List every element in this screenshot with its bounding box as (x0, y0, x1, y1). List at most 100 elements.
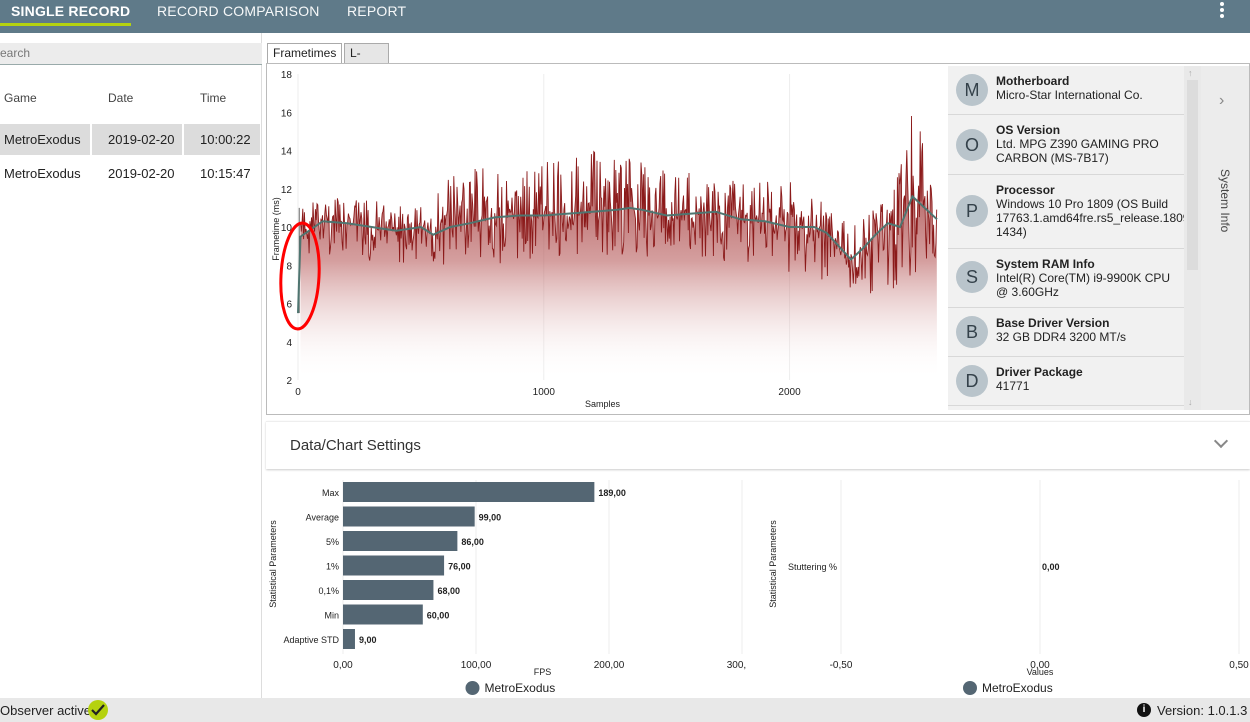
category-label: 5% (326, 537, 339, 547)
x-axis-label: Samples (585, 399, 621, 409)
sysinfo-item-motherboard: M Motherboard Micro-Star International C… (948, 66, 1184, 115)
x-tick-label: 100,00 (461, 660, 492, 671)
sysinfo-value: Micro-Star International Co. (996, 88, 1143, 102)
y-tick-label: 12 (281, 185, 293, 196)
bar-value-label: 76,00 (448, 562, 471, 572)
bar-value-label: 189,00 (598, 488, 626, 498)
table-row[interactable]: MetroExodus 2019-02-20 10:00:22 (0, 124, 262, 157)
bar (343, 531, 458, 551)
sysinfo-title: System RAM Info (996, 257, 1095, 271)
bar (343, 482, 595, 502)
cell-date: 2019-02-20 (108, 166, 175, 181)
sysinfo-value: Ltd. MPG Z390 GAMING PRO CARBON (MS-7B17… (996, 137, 1159, 165)
info-icon[interactable]: i (1137, 703, 1151, 717)
y-tick-label: 6 (286, 300, 292, 311)
x-tick-label: 2000 (778, 387, 801, 398)
avatar: O (956, 129, 988, 161)
top-nav: SINGLE RECORD RECORD COMPARISON REPORT (0, 0, 1250, 33)
y-axis-label: Frametime (ms) (271, 197, 281, 261)
y-tick-label: 8 (286, 261, 292, 272)
scroll-down-icon[interactable]: ↓ (1188, 397, 1193, 407)
cell-time: 10:00:22 (184, 124, 260, 155)
avatar: B (956, 316, 988, 348)
bar (343, 580, 434, 600)
tab-record-comparison[interactable]: RECORD COMPARISON (157, 3, 320, 19)
search-input[interactable]: earch (0, 43, 262, 65)
scrollbar-thumb[interactable] (1187, 80, 1198, 270)
chevron-right-icon[interactable]: › (1219, 92, 1225, 109)
bar-value-label: 60,00 (427, 611, 450, 621)
sysinfo-item-base-driver: B Base Driver Version 32 GB DDR4 3200 MT… (948, 308, 1184, 357)
system-info-toggle[interactable]: › System Info (1201, 66, 1249, 410)
bar-value-label: 0,00 (1042, 562, 1060, 572)
y-axis-label: Statistical Parameters (268, 520, 278, 608)
data-chart-settings-expander[interactable]: Data/Chart Settings (266, 421, 1250, 469)
column-header-time[interactable]: Time (200, 91, 227, 105)
category-label: Max (322, 488, 340, 498)
settings-label: Data/Chart Settings (290, 437, 421, 454)
moving-average-line (297, 194, 938, 314)
bar (343, 629, 355, 649)
tab-single-record[interactable]: SINGLE RECORD (11, 3, 131, 19)
bar-value-label: 99,00 (479, 513, 502, 523)
table-row[interactable]: MetroExodus 2019-02-20 10:15:47 (0, 158, 262, 191)
frametime-line (300, 115, 938, 294)
category-label: 1% (326, 562, 339, 572)
scroll-up-icon[interactable]: ↑ (1188, 68, 1193, 78)
x-tick-label: 200,00 (594, 660, 625, 671)
y-tick-label: 2 (286, 376, 292, 387)
record-list-pane: earch Game Date Time MetroExodus 2019-02… (0, 33, 262, 698)
checkmark-icon (88, 700, 108, 720)
bar (343, 506, 475, 527)
bar (343, 604, 423, 625)
fps-stats-chart: 0,00 100,00 200,00 300,00 Max 189,00 Average 99… (268, 480, 746, 695)
category-label: 0,1% (318, 586, 339, 596)
y-tick-label: 10 (281, 223, 293, 234)
x-tick-label: 300,00 (727, 660, 746, 671)
sysinfo-item-os: O OS Version Ltd. MPG Z390 GAMING PRO CA… (948, 115, 1184, 175)
frametime-chart: 2 4 6 8 10 12 14 16 18 0 1000 2000 Samples Frametime … (271, 70, 938, 409)
y-tick-label: 18 (281, 70, 293, 81)
y-axis-label: Statistical Parameters (768, 520, 778, 608)
annotation-circle (279, 221, 321, 331)
x-tick-label: 0 (295, 387, 301, 398)
legend-label: MetroExodus (982, 681, 1053, 695)
x-tick-label: 1000 (533, 387, 556, 398)
x-tick-label: 0,00 (1030, 660, 1050, 671)
sysinfo-item-driver-package: D Driver Package 41771 (948, 357, 1184, 406)
y-tick-label: 4 (286, 338, 292, 349)
sysinfo-value: Intel(R) Core(TM) i9-9900K CPU @ 3.60GHz (996, 271, 1171, 299)
avatar: P (956, 195, 988, 227)
y-tick-label: 16 (281, 108, 293, 119)
observer-label: Observer active: (0, 703, 95, 718)
category-label: Average (306, 513, 339, 523)
system-info-panel: M Motherboard Micro-Star International C… (948, 66, 1207, 410)
cell-game: MetroExodus (0, 124, 90, 155)
legend-marker (465, 681, 480, 695)
legend-marker (963, 681, 977, 695)
frametime-area (300, 116, 937, 380)
avatar: S (956, 261, 988, 293)
column-header-game[interactable]: Game (4, 91, 37, 105)
sysinfo-scrollbar[interactable]: ↑ ↓ (1184, 66, 1201, 410)
category-label: Stuttering % (788, 562, 837, 572)
x-axis-label: FPS (534, 667, 552, 677)
chevron-down-icon (1213, 433, 1229, 449)
sysinfo-title: Motherboard (996, 74, 1070, 88)
sysinfo-item-ram: S System RAM Info Intel(R) Core(TM) i9-9… (948, 249, 1184, 308)
cell-date: 2019-02-20 (92, 124, 182, 155)
sysinfo-title: Driver Package (996, 365, 1083, 379)
bar-value-label: 9,00 (359, 635, 377, 645)
column-header-date[interactable]: Date (108, 91, 134, 105)
sysinfo-title: Base Driver Version (996, 316, 1110, 330)
tab-l-shape[interactable]: L-shape (344, 43, 389, 79)
category-label: Adaptive STD (283, 635, 339, 645)
tab-report[interactable]: REPORT (347, 3, 407, 19)
statistics-panel: 0,00 100,00 200,00 300,00 Max 189,00 Average 99… (266, 474, 1250, 696)
tab-frametimes[interactable]: Frametimes (267, 43, 343, 64)
sysinfo-item-processor: P Processor Windows 10 Pro 1809 (OS Buil… (948, 175, 1207, 249)
y-tick-label: 14 (281, 147, 293, 158)
more-menu-icon[interactable] (1218, 2, 1226, 20)
sysinfo-value: Windows 10 Pro 1809 (OS Build 17763.1.am… (996, 197, 1207, 239)
